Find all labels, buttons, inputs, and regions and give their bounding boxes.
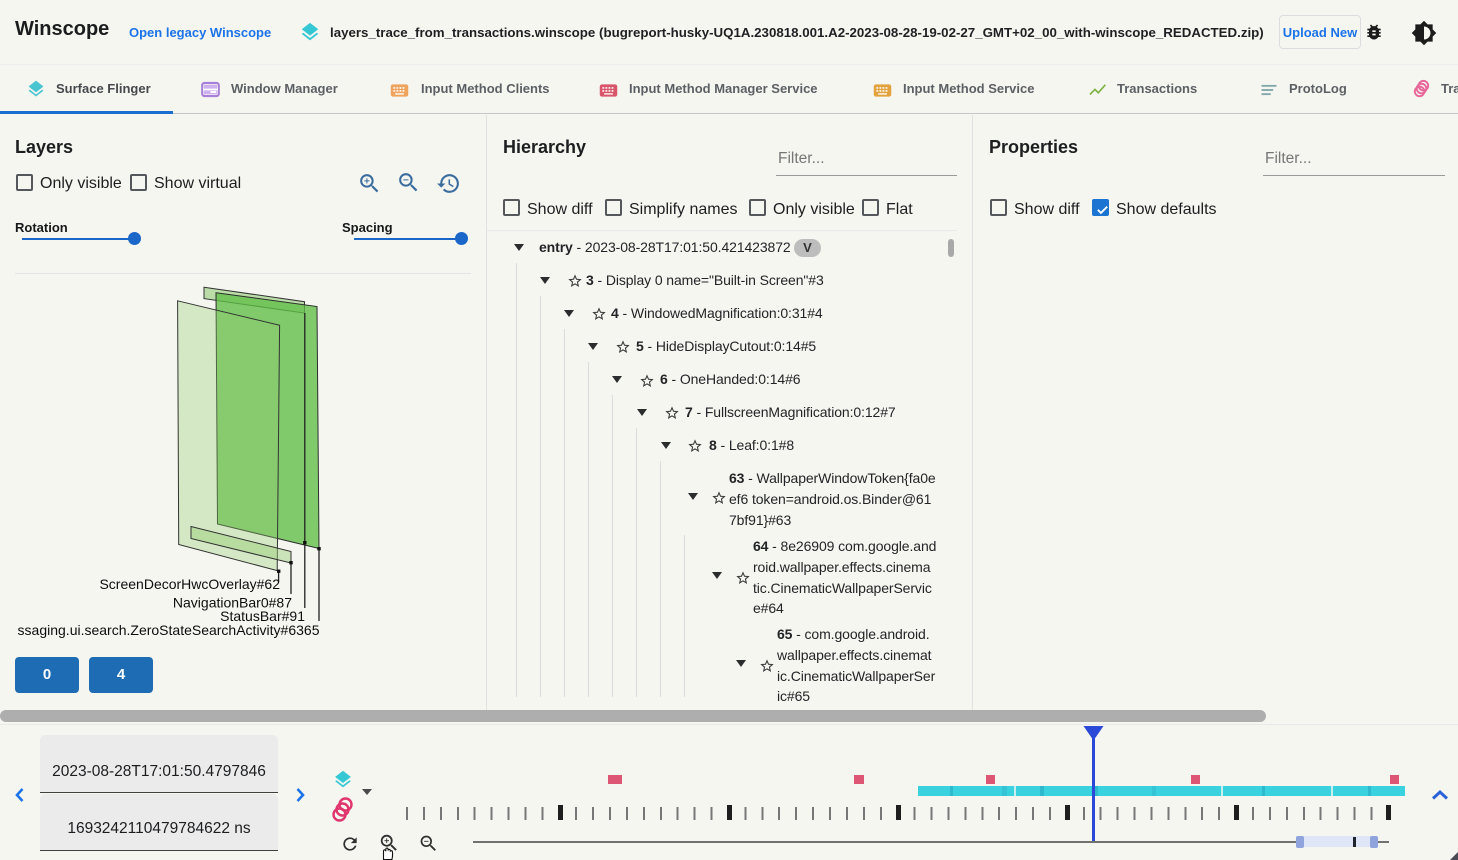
svg-text:StatusBar#91: StatusBar#91 (220, 608, 305, 624)
svg-text:ssaging.ui.search.ZeroStateSea: ssaging.ui.search.ZeroStateSearchActivit… (18, 622, 320, 638)
svg-text:NavigationBar0#87: NavigationBar0#87 (173, 595, 292, 611)
svg-text:ScreenDecorHwcOverlay#62: ScreenDecorHwcOverlay#62 (99, 576, 280, 592)
